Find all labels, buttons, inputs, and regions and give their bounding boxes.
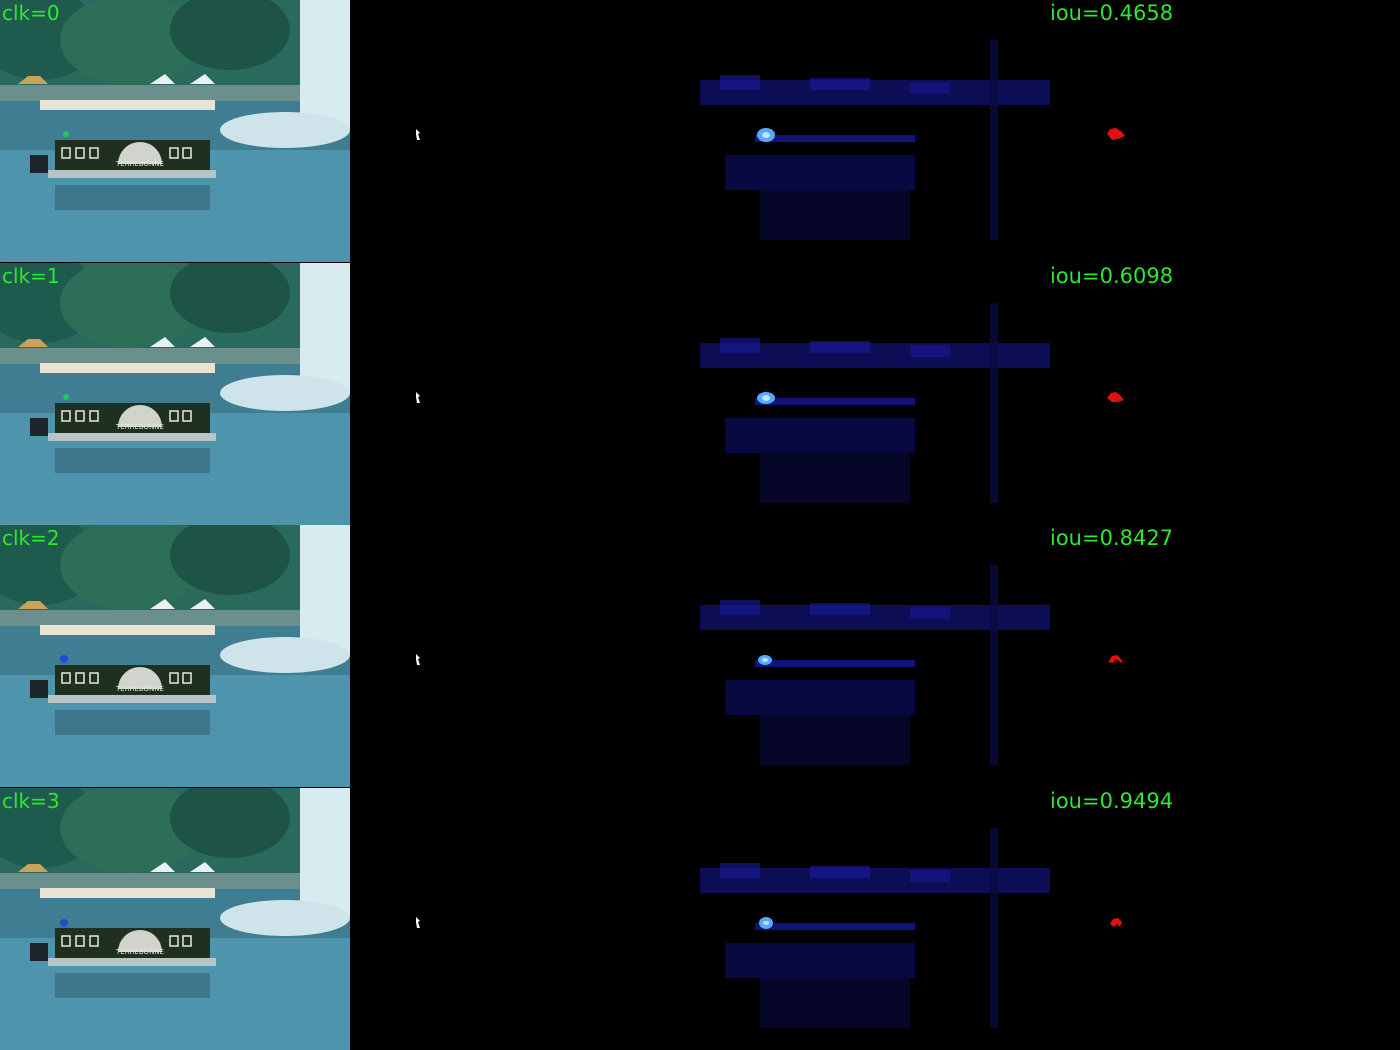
predicted-mask (1107, 128, 1125, 140)
boat-name: TERREBONNE (115, 948, 164, 956)
mask-cell: iou=0.9494 (1050, 787, 1400, 1050)
click-count-label: clk=1 (2, 263, 60, 288)
predicted-mask (1107, 391, 1124, 402)
input-image-cell: TERREBONNE clk=3 (0, 787, 350, 1050)
mask-cell: iou=0.8427 (1050, 525, 1400, 788)
heatmap-cell (700, 525, 1050, 788)
scene-image: TERREBONNE (0, 0, 350, 262)
heatmap-cell (700, 0, 1050, 263)
boat-name: TERREBONNE (115, 160, 164, 168)
grid-row: TERREBONNE clk=0 (0, 0, 1400, 263)
iou-label: iou=0.6098 (1050, 263, 1174, 288)
grid-row: TERREBONNE clk=1 (0, 262, 1400, 525)
prediction-heatmap (700, 302, 1050, 503)
scene-image: TERREBONNE (0, 262, 350, 525)
prediction-heatmap (700, 827, 1050, 1028)
grid-row: TERREBONNE clk=3 (0, 787, 1400, 1050)
boat-name: TERREBONNE (115, 685, 164, 693)
click-map-cell (350, 0, 700, 263)
click-map (416, 391, 420, 403)
grid-row: TERREBONNE clk=2 (0, 525, 1400, 788)
iou-label: iou=0.8427 (1050, 526, 1174, 550)
click-count-label: clk=2 (2, 526, 60, 550)
prediction-heatmap (700, 565, 1050, 765)
iou-label: iou=0.9494 (1050, 788, 1174, 813)
mask-cell: iou=0.6098 (1050, 262, 1400, 525)
click-map-cell (350, 525, 700, 788)
click-map-cell (350, 787, 700, 1050)
input-image-cell: TERREBONNE clk=1 (0, 262, 350, 525)
click-point (60, 918, 68, 927)
click-point (63, 393, 69, 400)
iou-label: iou=0.4658 (1050, 1, 1174, 25)
scene-image: TERREBONNE (0, 787, 350, 1050)
click-point (60, 655, 68, 663)
mask-cell: iou=0.4658 (1050, 0, 1400, 263)
heatmap-cell (700, 787, 1050, 1050)
click-map (416, 129, 420, 140)
predicted-mask (1108, 655, 1123, 663)
heatmap-cell (700, 262, 1050, 525)
click-map-cell (350, 262, 700, 525)
boat-name: TERREBONNE (115, 423, 164, 431)
predicted-mask (1110, 917, 1122, 927)
click-point (63, 131, 69, 137)
input-image-cell: TERREBONNE clk=0 (0, 0, 350, 263)
click-map (416, 916, 420, 928)
input-image-cell: TERREBONNE clk=2 (0, 525, 350, 788)
prediction-heatmap (700, 40, 1050, 240)
click-count-label: clk=0 (2, 1, 60, 25)
click-map (416, 654, 420, 665)
click-count-label: clk=3 (2, 788, 60, 813)
scene-image: TERREBONNE (0, 525, 350, 787)
